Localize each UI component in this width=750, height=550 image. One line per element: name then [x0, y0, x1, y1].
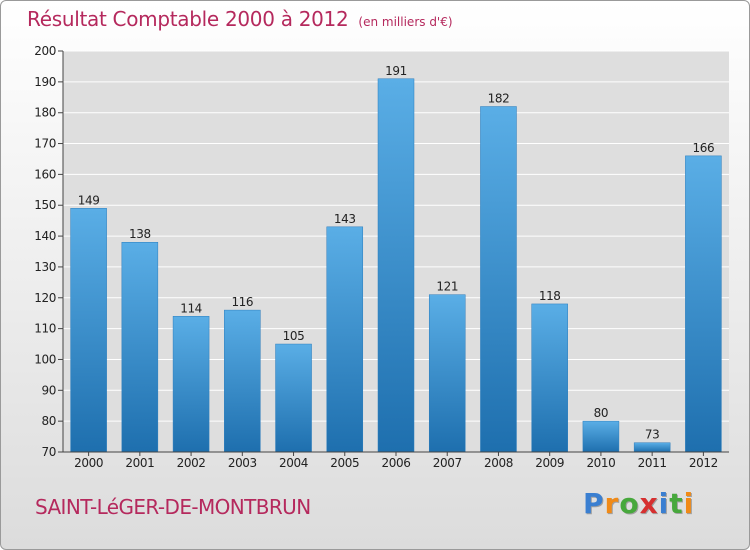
bars: 149 138 114 116 105 143 191 121 182 118 80 73 166 [70, 64, 722, 453]
bar-2005 [326, 226, 364, 453]
y-tick-label: 160 [34, 167, 56, 181]
bar-2009 [531, 303, 568, 453]
data-label-2005: 143 [334, 212, 356, 226]
y-tick-label: 170 [34, 137, 56, 151]
logo-letter: x [639, 487, 659, 520]
bar-2002 [172, 316, 210, 453]
y-tick-label: 180 [34, 106, 56, 120]
bar-2001 [121, 241, 159, 453]
logo-letter: i [683, 487, 695, 520]
commune-name: SAINT-LéGER-DE-MONTBRUN [35, 495, 311, 519]
title-text: Résultat Comptable 2000 à 2012 [27, 7, 349, 31]
title-unit: (en milliers d'€) [358, 15, 453, 29]
x-tick-label: 2004 [279, 456, 308, 470]
bar-2012 [685, 155, 722, 453]
logo-letter: P [583, 487, 605, 520]
y-tick-label: 70 [42, 445, 56, 459]
x-tick-label: 2000 [74, 456, 103, 470]
x-axis: 2000 2001 2002 2003 2004 2005 2006 2007 2008 2009… [62, 51, 729, 470]
data-label-2012: 166 [693, 141, 715, 155]
data-label-2003: 116 [231, 295, 253, 309]
y-tick-label: 120 [34, 291, 56, 305]
bar-2007 [428, 294, 466, 453]
bar-2003 [224, 309, 261, 453]
logo-letter: o [619, 487, 640, 520]
bar-2011 [633, 442, 671, 453]
data-label-2002: 114 [180, 301, 202, 315]
proxiti-logo: Proxiti [583, 487, 694, 520]
data-label-2011: 73 [645, 428, 659, 442]
x-tick-label: 2003 [228, 456, 257, 470]
logo-letter: i [658, 487, 670, 520]
y-tick-label: 130 [34, 260, 56, 274]
bar-2004 [275, 343, 312, 453]
x-tick-label: 2002 [177, 456, 206, 470]
logo-letter: r [604, 487, 620, 520]
y-tick-label: 90 [42, 383, 56, 397]
logo-letter: t [669, 487, 684, 520]
x-tick-label: 2005 [330, 456, 359, 470]
bar-2010 [582, 420, 620, 453]
x-tick-label: 2009 [535, 456, 564, 470]
y-axis: 70 80 90 100 110 120 130 140 150 160 170 180 190 200 [34, 44, 63, 459]
x-tick-label: 2008 [484, 456, 513, 470]
chart-title: Résultat Comptable 2000 à 2012 (en millie… [27, 7, 453, 31]
bar-2008 [480, 106, 517, 453]
x-tick-label: 2001 [125, 456, 154, 470]
y-tick-label: 110 [34, 322, 56, 336]
x-tick-label: 2007 [433, 456, 462, 470]
data-label-2009: 118 [539, 289, 561, 303]
data-label-2006: 191 [385, 64, 407, 78]
x-tick-label: 2011 [638, 456, 667, 470]
y-tick-label: 200 [34, 44, 56, 58]
y-tick-label: 190 [34, 75, 56, 89]
x-tick-label: 2010 [586, 456, 615, 470]
y-tick-label: 100 [34, 352, 56, 366]
data-label-2010: 80 [594, 406, 608, 420]
x-tick-label: 2012 [689, 456, 718, 470]
bar-2000 [70, 208, 107, 453]
bar-2006 [377, 78, 415, 453]
data-label-2000: 149 [78, 193, 100, 207]
data-label-2007: 121 [436, 280, 458, 294]
data-label-2001: 138 [129, 227, 151, 241]
y-tick-label: 150 [34, 198, 56, 212]
data-label-2004: 105 [283, 329, 305, 343]
y-tick-label: 140 [34, 229, 56, 243]
y-tick-label: 80 [42, 414, 56, 428]
x-tick-label: 2006 [382, 456, 411, 470]
data-label-2008: 182 [488, 92, 510, 106]
